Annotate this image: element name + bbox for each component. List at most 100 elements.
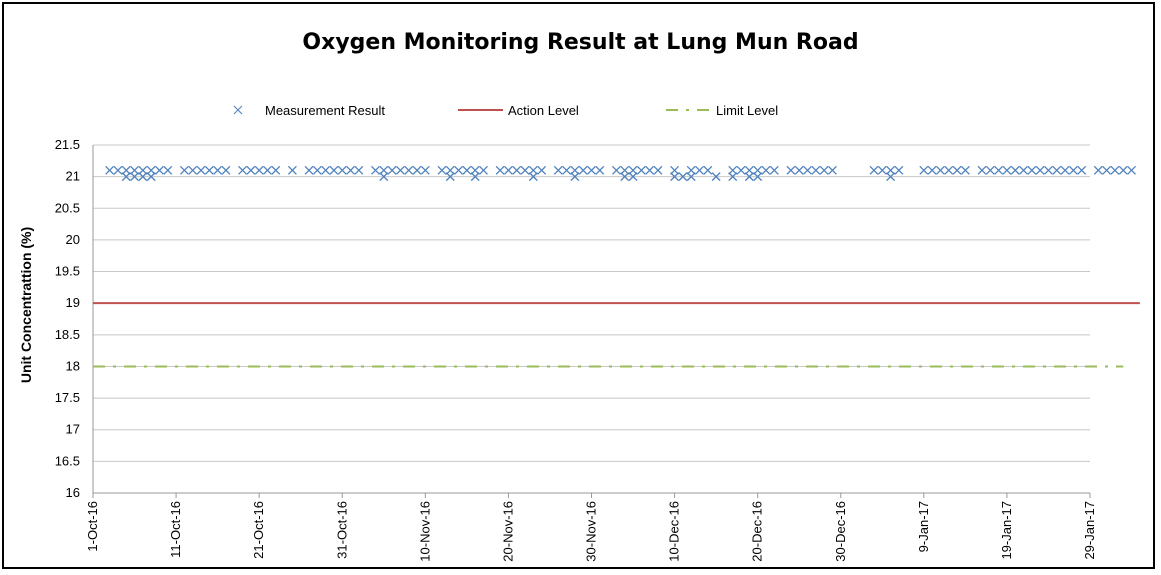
marker-stroke bbox=[803, 165, 812, 175]
measurement-marker bbox=[753, 165, 763, 175]
marker-stroke bbox=[960, 165, 970, 175]
measurement-marker bbox=[753, 172, 763, 182]
measurement-marker bbox=[653, 165, 663, 175]
marker-stroke bbox=[977, 165, 987, 175]
measurement-marker bbox=[495, 165, 505, 175]
measurement-marker bbox=[786, 165, 796, 175]
y-tick-label: 20.5 bbox=[55, 200, 80, 215]
measurement-marker bbox=[886, 172, 896, 182]
measurement-marker bbox=[121, 172, 131, 182]
measurement-marker bbox=[537, 165, 547, 175]
marker-stroke bbox=[412, 165, 422, 175]
marker-stroke bbox=[1019, 165, 1028, 175]
measurement-marker bbox=[794, 165, 804, 175]
measurement-marker bbox=[246, 165, 256, 175]
measurement-marker bbox=[346, 165, 356, 175]
measurement-marker bbox=[304, 165, 314, 175]
measurement-marker bbox=[1043, 165, 1053, 175]
marker-stroke bbox=[886, 165, 896, 175]
measurement-marker bbox=[695, 165, 704, 175]
marker-stroke bbox=[595, 165, 605, 175]
x-tick-label: 20-Nov-16 bbox=[500, 501, 515, 562]
marker-stroke bbox=[337, 165, 347, 175]
measurement-marker bbox=[130, 172, 140, 182]
marker-stroke bbox=[786, 165, 796, 175]
y-tick-label: 17.5 bbox=[55, 390, 80, 405]
measurement-marker bbox=[163, 165, 173, 175]
measurement-marker bbox=[412, 165, 422, 175]
x-tick-label: 10-Dec-16 bbox=[667, 501, 682, 562]
measurement-marker bbox=[321, 165, 331, 175]
measurement-marker bbox=[944, 165, 954, 175]
marker-stroke bbox=[146, 165, 156, 175]
measurement-marker bbox=[1052, 165, 1062, 175]
marker-stroke bbox=[620, 172, 630, 182]
measurement-marker bbox=[404, 165, 414, 175]
measurement-marker bbox=[371, 165, 380, 175]
marker-stroke bbox=[155, 165, 164, 175]
measurement-marker bbox=[678, 172, 688, 182]
marker-stroke bbox=[994, 165, 1004, 175]
marker-stroke bbox=[744, 172, 754, 182]
measurement-marker bbox=[379, 165, 389, 175]
measurement-marker bbox=[919, 165, 929, 175]
marker-stroke bbox=[121, 165, 131, 175]
marker-stroke bbox=[985, 165, 995, 175]
marker-stroke bbox=[321, 165, 331, 175]
marker-stroke bbox=[1035, 165, 1045, 175]
measurement-marker bbox=[437, 165, 447, 175]
measurement-marker bbox=[645, 165, 655, 175]
marker-stroke bbox=[470, 172, 480, 182]
marker-stroke bbox=[130, 165, 140, 175]
marker-stroke bbox=[105, 165, 115, 175]
measurement-marker bbox=[1127, 165, 1137, 175]
marker-stroke bbox=[711, 172, 721, 182]
measurement-marker bbox=[138, 165, 148, 175]
marker-stroke bbox=[628, 172, 638, 182]
marker-stroke bbox=[869, 165, 879, 175]
marker-stroke bbox=[462, 165, 472, 175]
measurement-marker bbox=[728, 165, 738, 175]
measurement-marker bbox=[379, 172, 389, 182]
y-tick-label: 21.5 bbox=[55, 137, 80, 152]
measurement-marker bbox=[877, 165, 887, 175]
measurement-marker bbox=[213, 165, 223, 175]
marker-stroke bbox=[628, 165, 638, 175]
measurement-marker bbox=[628, 172, 638, 182]
measurement-marker bbox=[121, 165, 131, 175]
measurement-marker bbox=[1010, 165, 1020, 175]
marker-stroke bbox=[163, 165, 173, 175]
measurement-marker bbox=[1002, 165, 1012, 175]
marker-stroke bbox=[927, 165, 937, 175]
measurement-marker bbox=[977, 165, 987, 175]
marker-stroke bbox=[470, 165, 480, 175]
y-axis-label: Unit Concentrattion (%) bbox=[18, 227, 34, 383]
measurement-marker bbox=[744, 165, 754, 175]
marker-stroke bbox=[1060, 165, 1070, 175]
marker-stroke bbox=[495, 165, 505, 175]
y-tick-label: 16.5 bbox=[55, 453, 80, 468]
measurement-marker bbox=[130, 165, 140, 175]
measurement-marker bbox=[886, 165, 896, 175]
measurement-marker bbox=[711, 172, 721, 182]
marker-stroke bbox=[819, 165, 829, 175]
marker-stroke bbox=[553, 165, 563, 175]
marker-stroke bbox=[670, 165, 680, 175]
measurement-marker bbox=[1060, 165, 1070, 175]
measurement-marker bbox=[960, 165, 970, 175]
measurement-marker bbox=[395, 165, 405, 175]
measurement-marker bbox=[553, 165, 563, 175]
marker-stroke bbox=[761, 165, 771, 175]
marker-stroke bbox=[213, 165, 223, 175]
y-tick-label: 20 bbox=[66, 232, 80, 247]
measurement-marker bbox=[238, 165, 248, 175]
x-tick-label: 9-Jan-17 bbox=[916, 501, 931, 552]
marker-stroke bbox=[919, 165, 929, 175]
marker-stroke bbox=[1068, 165, 1078, 175]
marker-stroke bbox=[935, 165, 945, 175]
marker-stroke bbox=[138, 165, 148, 175]
measurement-marker bbox=[105, 165, 115, 175]
measurement-marker bbox=[803, 165, 812, 175]
marker-stroke bbox=[371, 165, 380, 175]
